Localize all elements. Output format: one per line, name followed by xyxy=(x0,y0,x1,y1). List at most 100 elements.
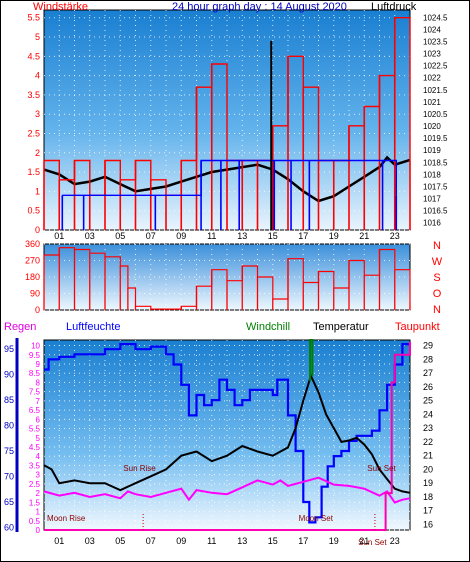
luftfeuchte-label: Luftfeuchte xyxy=(66,321,120,333)
regen-tick-label: 6.5 xyxy=(29,406,41,415)
temperature-tick-label: 29 xyxy=(423,341,433,351)
wind-tick-label: 5.5 xyxy=(27,13,40,23)
astro-label: Moon Rise xyxy=(47,514,86,523)
regen-tick-label: 2 xyxy=(36,489,41,498)
direction-left-ticks: 0 90 180 270 360 xyxy=(25,239,40,315)
pressure-tick-label: 1017 xyxy=(423,195,441,204)
direction-tick-label: 180 xyxy=(25,272,40,282)
pressure-tick-label: 1024 xyxy=(423,25,441,34)
wind-tick-label: 4.5 xyxy=(27,51,40,61)
regen-ticks: 00.511.522.533.544.555.566.577.588.599.5… xyxy=(29,342,41,535)
direction-tick-label: 360 xyxy=(25,239,40,249)
temperature-tick-label: 25 xyxy=(423,396,433,406)
wind-left-ticks: 0 0.5 1 1.5 2 2.5 3 3.5 4 4.5 5 5.5 xyxy=(27,13,40,235)
x-tick-label: 21 xyxy=(359,536,369,546)
temperature-tick-label: 22 xyxy=(423,437,433,447)
humidity-grid xyxy=(44,340,410,531)
pressure-tick-label: 1016.5 xyxy=(423,207,448,216)
direction-tick-label: 90 xyxy=(30,289,40,299)
temperature-tick-label: 19 xyxy=(423,478,433,488)
humidity-tick-label: 70 xyxy=(4,472,14,482)
wind-x-ticks: 01 03 05 07 09 11 13 15 17 19 21 23 xyxy=(54,231,400,241)
direction-tick-label: 270 xyxy=(25,256,40,266)
wind-tick-label: 1 xyxy=(35,186,40,196)
compass-label: W xyxy=(432,256,443,268)
astro-label: Sun Set xyxy=(358,538,387,547)
regen-tick-label: 3 xyxy=(36,471,41,480)
windchill-label: Windchill xyxy=(246,321,290,333)
humidity-tick-label: 60 xyxy=(4,522,14,532)
series-luftfeuchte xyxy=(44,343,410,524)
humidity-temperature-panel: Regen Luftfeuchte Windchill Temperatur T… xyxy=(4,321,440,547)
wind-tick-label: 4 xyxy=(35,71,40,81)
x-tick-label: 11 xyxy=(207,536,216,546)
regen-tick-label: 5 xyxy=(36,434,41,443)
direction-series xyxy=(43,247,411,310)
pressure-tick-label: 1024.5 xyxy=(423,13,448,22)
regen-tick-label: 7 xyxy=(36,397,41,406)
astro-label: Moon Set xyxy=(299,514,334,523)
regen-tick-label: 1 xyxy=(36,508,41,517)
regen-tick-label: 8.5 xyxy=(29,369,41,378)
x-tick-label: 17 xyxy=(298,536,308,546)
chart-title: 24 hour graph day : 14 August 2020 xyxy=(172,1,347,13)
compass-label: O xyxy=(433,288,442,300)
regen-tick-label: 0 xyxy=(36,526,41,535)
pressure-tick-label: 1016 xyxy=(423,219,441,228)
astro-label: Sun Set xyxy=(367,464,396,473)
regen-tick-label: 10 xyxy=(31,342,40,351)
pressure-tick-label: 1023 xyxy=(423,50,441,59)
wind-tick-label: 1.5 xyxy=(27,167,40,177)
series-taupunkt xyxy=(43,476,411,504)
humidity-x-ticks: 01 03 05 07 09 11 13 15 17 19 21 23 xyxy=(54,536,400,546)
humidity-tick-label: 85 xyxy=(4,395,14,405)
regen-tick-label: 1.5 xyxy=(29,498,41,507)
compass-label: N xyxy=(433,304,441,316)
x-tick-label: 19 xyxy=(329,536,339,546)
temperatur-label: Temperatur xyxy=(313,321,369,333)
pressure-tick-label: 1021.5 xyxy=(423,86,448,95)
x-tick-label: 01 xyxy=(54,536,64,546)
pressure-tick-label: 1019 xyxy=(423,146,441,155)
regen-tick-label: 9 xyxy=(36,360,41,369)
x-tick-label: 23 xyxy=(390,231,400,241)
wind-tick-label: 3 xyxy=(35,109,40,119)
regen-tick-label: 3.5 xyxy=(29,461,41,470)
pressure-right-ticks: 1016 1016.5 1017 1017.5 1018 1018.5 1019 1019.5… xyxy=(423,13,448,227)
regen-tick-label: 0.5 xyxy=(29,517,41,526)
series-regen xyxy=(44,341,411,531)
x-tick-label: 09 xyxy=(176,536,186,546)
wind-pressure-panel: 00.511.522.533.544.555.5 10161016.510171… xyxy=(27,1,448,241)
regen-tick-label: 6 xyxy=(36,415,41,424)
temperature-ticks: 16 17 18 19 20 21 22 23 24 25 26 27 28 29 xyxy=(423,341,433,530)
x-tick-label: 23 xyxy=(390,536,400,546)
series-temperatur xyxy=(43,373,411,494)
wind-tick-label: 5 xyxy=(35,32,40,42)
temperature-tick-label: 17 xyxy=(423,506,433,516)
humidity-tick-label: 65 xyxy=(4,497,14,507)
temperature-tick-label: 16 xyxy=(423,519,433,529)
x-tick-label: 07 xyxy=(146,536,156,546)
pressure-tick-label: 1019.5 xyxy=(423,134,448,143)
x-tick-label: 03 xyxy=(85,231,95,241)
regen-tick-label: 4.5 xyxy=(29,443,41,452)
compass-label: S xyxy=(433,272,440,284)
regen-tick-label: 7.5 xyxy=(29,388,41,397)
wind-series xyxy=(43,17,411,230)
series-windchill xyxy=(309,339,314,382)
x-tick-label: 01 xyxy=(54,231,64,241)
x-tick-label: 13 xyxy=(237,231,247,241)
pressure-tick-label: 1017.5 xyxy=(423,182,448,191)
wind-tick-label: 0 xyxy=(35,225,40,235)
windstaerke-label: Windstärke xyxy=(33,1,88,13)
compass-label: N xyxy=(433,240,441,252)
temperature-tick-label: 28 xyxy=(423,354,433,364)
regen-tick-label: 8 xyxy=(36,378,41,387)
x-tick-label: 09 xyxy=(176,231,186,241)
x-tick-label: 13 xyxy=(237,536,247,546)
pressure-tick-label: 1022.5 xyxy=(423,62,448,71)
luftdruck-label: Luftdruck xyxy=(371,1,417,13)
pressure-tick-label: 1018 xyxy=(423,170,441,179)
wind-tick-label: 3.5 xyxy=(27,90,40,100)
humidity-tick-label: 75 xyxy=(4,446,14,456)
